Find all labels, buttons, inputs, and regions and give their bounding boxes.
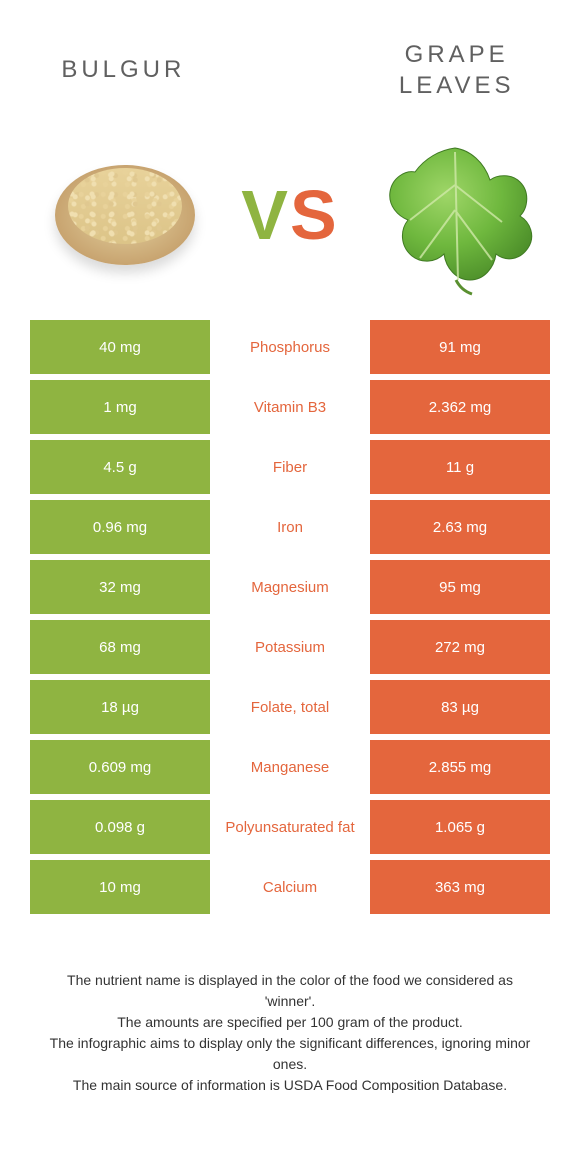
right-food-title: GRAPE LEAVES xyxy=(373,39,540,101)
footer-notes: The nutrient name is displayed in the co… xyxy=(0,920,580,1096)
table-row: 0.098 gPolyunsaturated fat1.065 g xyxy=(30,800,550,854)
table-row: 1 mgVitamin B32.362 mg xyxy=(30,380,550,434)
footer-line: The amounts are specified per 100 gram o… xyxy=(40,1012,540,1033)
table-row: 0.96 mgIron2.63 mg xyxy=(30,500,550,554)
right-value-cell: 2.63 mg xyxy=(370,500,550,554)
nutrient-label-cell: Manganese xyxy=(210,740,370,794)
left-value-cell: 1 mg xyxy=(30,380,210,434)
table-row: 4.5 gFiber11 g xyxy=(30,440,550,494)
header: BULGUR GRAPE LEAVES xyxy=(0,0,580,120)
right-value-cell: 83 µg xyxy=(370,680,550,734)
left-value-cell: 4.5 g xyxy=(30,440,210,494)
nutrient-label-cell: Iron xyxy=(210,500,370,554)
footer-line: The main source of information is USDA F… xyxy=(40,1075,540,1096)
footer-line: The nutrient name is displayed in the co… xyxy=(40,970,540,1012)
left-value-cell: 10 mg xyxy=(30,860,210,914)
footer-line: The infographic aims to display only the… xyxy=(40,1033,540,1075)
right-value-cell: 11 g xyxy=(370,440,550,494)
comparison-table: 40 mgPhosphorus91 mg 1 mgVitamin B32.362 … xyxy=(0,320,580,914)
left-value-cell: 32 mg xyxy=(30,560,210,614)
left-value-cell: 68 mg xyxy=(30,620,210,674)
bulgur-image xyxy=(40,130,210,300)
grape-leaf-image xyxy=(370,130,540,300)
nutrient-label-cell: Polyunsaturated fat xyxy=(210,800,370,854)
table-row: 18 µgFolate, total83 µg xyxy=(30,680,550,734)
table-row: 32 mgMagnesium95 mg xyxy=(30,560,550,614)
left-value-cell: 0.96 mg xyxy=(30,500,210,554)
right-value-cell: 95 mg xyxy=(370,560,550,614)
hero-row: VS xyxy=(0,120,580,320)
left-value-cell: 18 µg xyxy=(30,680,210,734)
right-value-cell: 272 mg xyxy=(370,620,550,674)
right-value-cell: 2.362 mg xyxy=(370,380,550,434)
nutrient-label-cell: Potassium xyxy=(210,620,370,674)
vs-label: VS xyxy=(241,175,338,255)
vs-s-letter: S xyxy=(290,175,339,255)
nutrient-label-cell: Calcium xyxy=(210,860,370,914)
left-value-cell: 0.098 g xyxy=(30,800,210,854)
nutrient-label-cell: Fiber xyxy=(210,440,370,494)
left-value-cell: 40 mg xyxy=(30,320,210,374)
right-value-cell: 91 mg xyxy=(370,320,550,374)
left-food-title: BULGUR xyxy=(40,54,207,85)
nutrient-label-cell: Vitamin B3 xyxy=(210,380,370,434)
right-value-cell: 2.855 mg xyxy=(370,740,550,794)
left-value-cell: 0.609 mg xyxy=(30,740,210,794)
nutrient-label-cell: Magnesium xyxy=(210,560,370,614)
nutrient-label-cell: Folate, total xyxy=(210,680,370,734)
right-value-cell: 1.065 g xyxy=(370,800,550,854)
right-value-cell: 363 mg xyxy=(370,860,550,914)
table-row: 40 mgPhosphorus91 mg xyxy=(30,320,550,374)
table-row: 0.609 mgManganese2.855 mg xyxy=(30,740,550,794)
vs-v-letter: V xyxy=(241,175,290,255)
table-row: 68 mgPotassium272 mg xyxy=(30,620,550,674)
table-row: 10 mgCalcium363 mg xyxy=(30,860,550,914)
nutrient-label-cell: Phosphorus xyxy=(210,320,370,374)
